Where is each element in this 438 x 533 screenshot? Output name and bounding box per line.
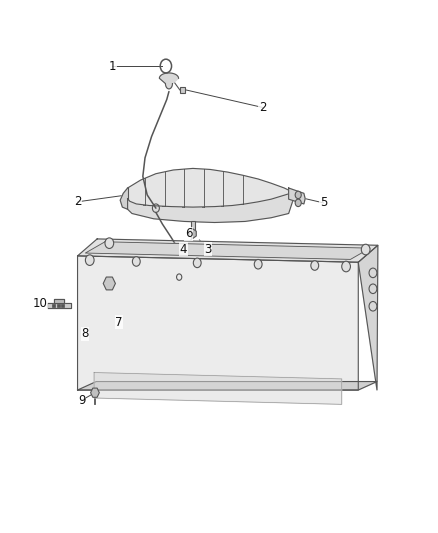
- Circle shape: [85, 255, 94, 265]
- Text: 3: 3: [205, 243, 212, 255]
- Circle shape: [311, 261, 319, 270]
- Polygon shape: [289, 188, 305, 204]
- Circle shape: [369, 302, 377, 311]
- Text: 2: 2: [74, 195, 81, 208]
- Polygon shape: [78, 382, 377, 390]
- Polygon shape: [159, 73, 179, 89]
- Polygon shape: [47, 303, 71, 308]
- Polygon shape: [127, 192, 293, 222]
- Text: 5: 5: [320, 196, 327, 209]
- FancyBboxPatch shape: [57, 304, 60, 308]
- Polygon shape: [127, 168, 293, 207]
- Polygon shape: [120, 188, 127, 209]
- Polygon shape: [85, 242, 370, 260]
- Circle shape: [369, 268, 377, 278]
- Polygon shape: [358, 245, 378, 390]
- Text: 9: 9: [78, 393, 86, 407]
- FancyBboxPatch shape: [180, 87, 185, 93]
- Text: 10: 10: [32, 297, 47, 310]
- Polygon shape: [78, 239, 378, 262]
- Circle shape: [295, 199, 301, 207]
- FancyBboxPatch shape: [52, 304, 55, 308]
- Text: 6: 6: [185, 227, 192, 240]
- Text: 4: 4: [180, 243, 187, 255]
- Circle shape: [342, 261, 350, 272]
- Circle shape: [193, 258, 201, 268]
- Text: 8: 8: [81, 327, 88, 341]
- Text: 2: 2: [259, 101, 266, 114]
- Circle shape: [361, 244, 370, 255]
- Polygon shape: [78, 256, 358, 390]
- FancyBboxPatch shape: [61, 304, 64, 308]
- Circle shape: [369, 284, 377, 294]
- Circle shape: [295, 191, 301, 199]
- Text: 1: 1: [109, 60, 116, 72]
- Polygon shape: [94, 373, 342, 405]
- Polygon shape: [53, 299, 64, 303]
- Circle shape: [132, 257, 140, 266]
- FancyBboxPatch shape: [191, 221, 195, 231]
- Text: 7: 7: [115, 316, 123, 329]
- Circle shape: [105, 238, 114, 248]
- Circle shape: [254, 260, 262, 269]
